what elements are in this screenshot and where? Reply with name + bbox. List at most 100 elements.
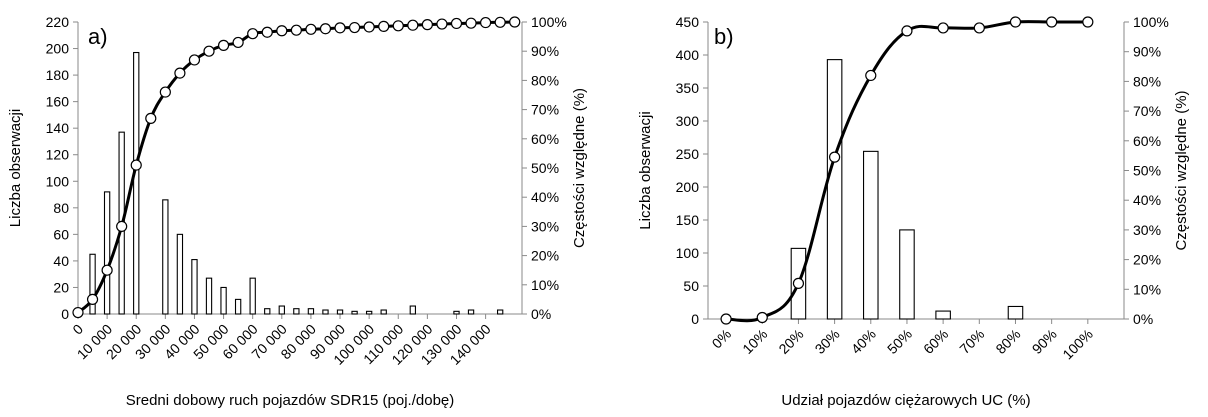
histogram-bar — [365, 310, 373, 315]
y-tick-label: 140 — [46, 120, 70, 136]
cumulative-point — [72, 306, 84, 319]
cumulative-point — [494, 16, 506, 28]
y-tick-label: 250 — [676, 146, 700, 162]
cumulative-point — [334, 22, 346, 34]
y-tick-label: 150 — [676, 212, 700, 228]
y2-tick-label: 10% — [1133, 281, 1161, 297]
cumulative-point — [261, 26, 273, 38]
cumulative-point — [203, 45, 215, 57]
y-axis-title: Liczba obserwacji — [7, 109, 24, 227]
y-tick-label: 100 — [676, 245, 700, 261]
histogram-bar — [409, 305, 416, 315]
histogram-bar — [899, 229, 915, 320]
x-axis-title: Udział pojazdów ciężarowych UC (%) — [781, 392, 1030, 409]
histogram-bar — [293, 308, 300, 315]
y2-tick-label: 50% — [531, 160, 559, 176]
y2-tick-label: 100% — [531, 14, 567, 30]
histogram-bar — [351, 310, 358, 315]
x-tick-label: 50% — [884, 326, 915, 357]
x-tick-label: 40% — [848, 326, 879, 357]
y-tick-label: 180 — [46, 67, 70, 83]
y2-tick-label: 70% — [1133, 103, 1161, 119]
x-tick-label: 60% — [920, 326, 951, 357]
x-axis-title: Sredni dobowy ruch pojazdów SDR15 (poj./… — [126, 392, 455, 409]
cumulative-point — [421, 19, 433, 31]
y-tick-label: 200 — [676, 179, 700, 195]
x-tick-label: 0% — [709, 326, 735, 352]
y-tick-label: 50 — [683, 278, 699, 294]
cumulative-point — [407, 19, 419, 31]
cumulative-point — [305, 23, 317, 35]
y-tick-label: 300 — [676, 113, 700, 129]
y2-tick-label: 60% — [531, 131, 559, 147]
cumulative-point — [276, 25, 288, 37]
y2-axis-title: Częstości względne (%) — [571, 88, 588, 248]
cumulative-point — [188, 54, 201, 66]
y2-tick-label: 80% — [1133, 73, 1161, 89]
histogram-bar — [264, 308, 271, 315]
panel-label: a) — [88, 24, 108, 49]
cumulative-point — [756, 311, 768, 324]
cumulative-point — [116, 220, 128, 232]
cumulative-point — [86, 293, 99, 305]
y-tick-label: 80 — [53, 200, 69, 216]
histogram-bar — [862, 150, 879, 320]
cumulative-point — [509, 16, 521, 28]
cumulative-point — [901, 25, 913, 37]
y-tick-label: 160 — [46, 94, 70, 110]
cumulative-point — [174, 67, 186, 79]
cumulative-point — [1009, 16, 1022, 28]
cumulative-point — [450, 17, 463, 30]
y-tick-label: 0 — [61, 306, 69, 322]
cumulative-point — [465, 17, 477, 29]
y2-tick-label: 100% — [1133, 14, 1169, 30]
y-tick-label: 200 — [46, 41, 70, 57]
cumulative-point — [720, 313, 732, 325]
y-axis-title: Liczba obserwacji — [637, 111, 654, 229]
y2-axis-title: Częstości względne (%) — [1173, 90, 1190, 250]
y-tick-label: 40 — [53, 253, 69, 269]
x-tick-label: 90% — [1029, 326, 1060, 357]
x-tick-label: 80% — [992, 326, 1023, 357]
y2-tick-label: 50% — [1133, 163, 1161, 179]
cumulative-line — [726, 20, 1088, 323]
cumulative-point — [973, 22, 985, 34]
y2-tick-label: 0% — [1133, 311, 1153, 327]
x-tick-label: 20% — [775, 326, 806, 357]
cumulative-line — [76, 20, 515, 314]
y2-tick-label: 90% — [531, 43, 559, 59]
y-tick-label: 450 — [676, 14, 700, 30]
y-tick-label: 20 — [53, 279, 69, 295]
cumulative-point — [348, 21, 361, 34]
histogram-bar — [307, 308, 315, 315]
histogram-bar — [336, 309, 344, 315]
histogram-bar — [234, 298, 242, 315]
y2-tick-label: 60% — [1133, 133, 1161, 149]
y2-tick-label: 30% — [1133, 222, 1161, 238]
cumulative-point — [378, 20, 390, 32]
cumulative-point — [829, 151, 841, 163]
x-tick-label: 0 — [69, 321, 86, 338]
histogram-bar — [1007, 305, 1024, 320]
y-tick-label: 120 — [46, 147, 70, 163]
y-tick-label: 60 — [53, 226, 69, 242]
chart-panel-b: 0501001502002503003504004500%10%20%30%40… — [637, 14, 1190, 409]
histogram-bar — [467, 309, 475, 315]
cumulative-point — [363, 21, 375, 33]
y-tick-label: 350 — [676, 80, 700, 96]
x-tick-label: 10% — [739, 326, 770, 357]
histogram-bar — [205, 277, 213, 315]
cumulative-point — [480, 16, 492, 29]
x-tick-label: 70% — [956, 326, 987, 357]
panel-label: b) — [714, 24, 734, 49]
cumulative-point — [145, 112, 157, 124]
x-tick-label: 100% — [1059, 326, 1096, 363]
y-tick-label: 220 — [46, 14, 70, 30]
chart-panel-a: 0 20 40 60 80 100 120 140 160 180 200 220 0% 10% 20% 30… — [7, 14, 588, 409]
y2-tick-label: 70% — [531, 102, 559, 118]
y2-tick-label: 20% — [531, 248, 559, 264]
histogram-bar — [249, 277, 256, 315]
cumulative-point — [247, 28, 259, 40]
